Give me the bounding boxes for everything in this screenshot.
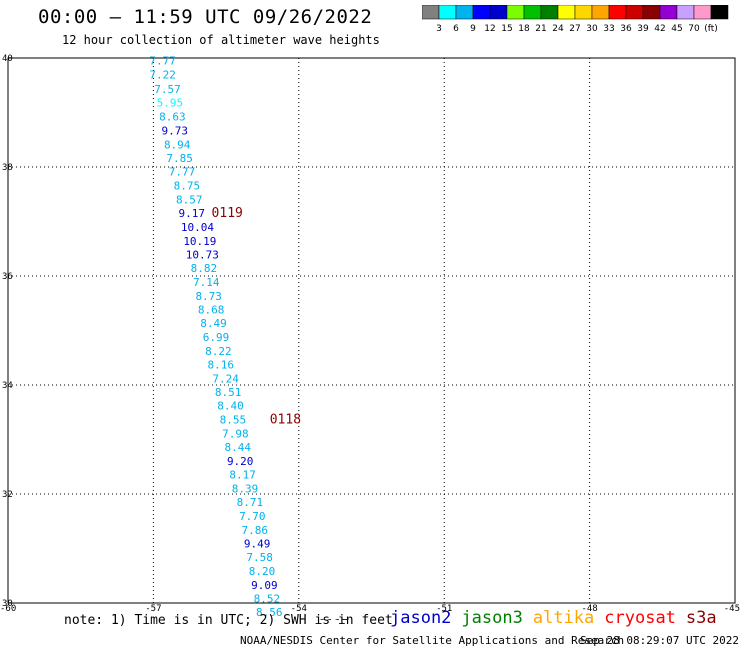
swh-value: 8.73: [195, 290, 222, 303]
swh-value: 8.56: [256, 606, 283, 619]
colorbar-label: 18: [518, 24, 530, 34]
y-tick-label: 34: [2, 381, 13, 391]
colorbar-label: 21: [535, 24, 546, 34]
pass-label: 0118: [270, 413, 301, 428]
swh-value: 9.20: [227, 455, 254, 468]
x-tick-label: -45: [724, 604, 740, 614]
y-tick-label: 30: [2, 599, 13, 609]
x-tick-label: -48: [581, 604, 597, 614]
swh-value: 8.49: [200, 317, 227, 330]
y-tick-label: 38: [2, 163, 13, 173]
map-subtitle: 12 hour collection of altimeter wave hei…: [62, 33, 380, 47]
footer-timestamp: Sep 28 08:29:07 UTC 2022: [580, 634, 739, 647]
swh-value: 7.77: [169, 166, 196, 179]
colorbar-label: 9: [470, 24, 476, 34]
swh-value: 8.71: [237, 496, 264, 509]
map-title: 00:00 – 11:59 UTC 09/26/2022: [38, 6, 373, 28]
swh-value: 9.17: [178, 207, 205, 220]
colorbar-label: 6: [453, 24, 459, 34]
swh-value: 9.49: [244, 537, 271, 550]
swh-value: 8.20: [249, 565, 275, 578]
swh-value: 7.14: [193, 276, 220, 289]
swh-value: 8.39: [232, 482, 259, 495]
legend-cryosat: cryosat: [604, 608, 676, 628]
swh-value: 8.57: [176, 194, 203, 207]
swh-value: 10.04: [181, 221, 214, 234]
y-tick-label: 32: [2, 490, 13, 500]
colorbar-label: 27: [569, 24, 580, 34]
satellite-legend: jason2 jason3 altika cryosat s3a: [390, 608, 727, 628]
swh-value: 8.40: [217, 400, 244, 413]
colorbar-label: 12: [484, 24, 495, 34]
colorbar-label: 33: [603, 24, 614, 34]
colorbar-label: 30: [586, 24, 598, 34]
color-scale: 3 6 9 12 15 18 21 24 27 30 33 36 39 42 45 70 (ft): [422, 5, 729, 34]
swh-value: 8.22: [205, 345, 232, 358]
legend-altika: altika: [532, 608, 595, 628]
swh-value: 7.85: [166, 152, 193, 165]
colorbar-label: 45: [671, 24, 682, 34]
colorbar-label: 39: [637, 24, 649, 34]
swh-value: 9.73: [162, 124, 189, 137]
footer-credit: NOAA/NESDIS Center for Satellite Applica…: [240, 634, 625, 647]
swh-value: 8.94: [164, 138, 191, 151]
swh-value: 7.70: [239, 510, 266, 523]
swh-value: 7.57: [154, 83, 181, 96]
swh-value: 9.09: [251, 579, 278, 592]
swh-value: 10.19: [183, 235, 216, 248]
pass-label: 0119: [212, 206, 243, 221]
swh-value: 7.77: [149, 55, 176, 68]
colorbar-label: 42: [654, 24, 665, 34]
swh-value: 8.44: [225, 441, 252, 454]
swh-value: 10.73: [186, 249, 219, 262]
y-tick-label: 40: [2, 54, 13, 64]
legend-jason2: jason2: [390, 608, 452, 628]
colorbar-label: (ft): [704, 24, 718, 34]
colorbar-label: 3: [436, 24, 442, 34]
swh-value: 8.63: [159, 111, 186, 124]
swh-value: 7.22: [149, 69, 176, 82]
swh-value: 7.58: [246, 551, 272, 564]
units-note: note: 1) Time is in UTC; 2) SWH is in fe…: [64, 613, 393, 628]
swh-value: 7.86: [241, 524, 268, 537]
x-tick-label: -60: [0, 604, 16, 614]
colorbar-swatch: [710, 5, 729, 20]
swh-value: 8.16: [208, 359, 235, 372]
swh-value: 8.75: [174, 179, 201, 192]
x-tick-label: -51: [436, 604, 452, 614]
swh-value: 6.99: [203, 331, 230, 344]
swh-value: 8.55: [220, 414, 247, 427]
y-tick-label: 36: [2, 272, 13, 282]
legend-s3a: s3a: [685, 608, 717, 628]
colorbar-label: 24: [552, 24, 564, 34]
map-frame: [7, 57, 736, 604]
swh-value: 8.82: [191, 262, 218, 275]
legend-jason3: jason3: [461, 608, 523, 628]
colorbar-label: 15: [501, 24, 512, 34]
swh-value: 8.68: [198, 304, 225, 317]
swh-value: 7.24: [212, 372, 239, 385]
swh-value: 7.65: [258, 619, 285, 620]
colorbar-label: 36: [620, 24, 632, 34]
swh-value: 8.52: [254, 592, 281, 605]
swh-value: 7.98: [222, 427, 249, 440]
swh-value: 8.51: [215, 386, 242, 399]
swh-value: 8.17: [229, 469, 256, 482]
swh-value: 5.95: [157, 97, 184, 110]
x-tick-label: -57: [145, 604, 161, 614]
colorbar-label: 70: [688, 24, 700, 34]
pass-label: 0117: [318, 618, 349, 620]
altimeter-map: -60 -57 -54 -51 -48 -454038363432307.777.227.…: [0, 54, 740, 620]
x-tick-label: -54: [291, 604, 307, 614]
